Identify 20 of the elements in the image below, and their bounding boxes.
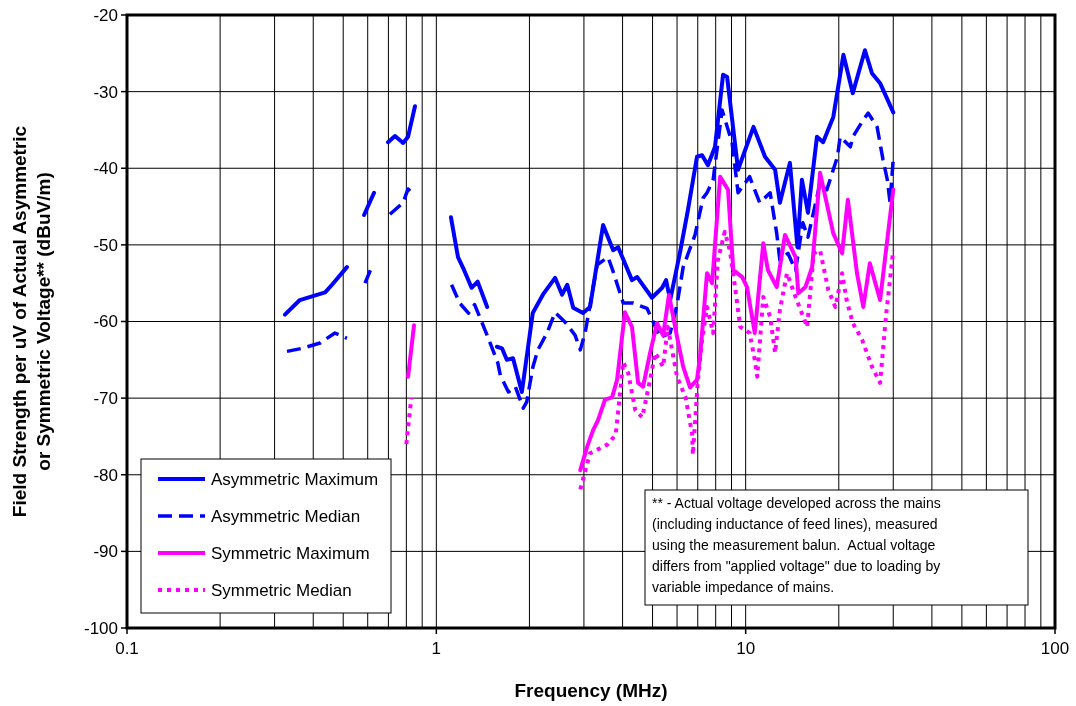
annotation: ** - Actual voltage developed across the mains (including inductance of feed lines), measured using the measurement balun. Actual voltage differs from "applied voltage" due to loading by variable impedance of mains.: [652, 495, 941, 595]
x-axis-title: Frequency (MHz): [514, 680, 668, 701]
y-tick-label: -50: [93, 235, 118, 255]
legend-label: Asymmetric Maximum: [211, 469, 379, 489]
y-axis-title: Field Strength per uV of Actual Asymmetric or Symmetric Voltage** (dBuV/m): [9, 125, 54, 518]
x-tick-label: 1: [431, 639, 442, 658]
y-tick-label: -30: [93, 82, 118, 102]
y-tick-label: -80: [93, 465, 118, 485]
legend-label: Symmetric Maximum: [211, 543, 370, 563]
y-tick-label: -100: [83, 618, 118, 638]
y-tick-label: -90: [93, 542, 118, 562]
y-tick-label: -60: [93, 312, 118, 332]
x-tick-label: 100: [1040, 639, 1070, 658]
legend-label: Asymmetric Median: [211, 506, 361, 526]
x-tick-label: 10: [736, 639, 756, 658]
x-tick-label: 0.1: [115, 639, 139, 658]
legend-label: Symmetric Median: [211, 580, 352, 600]
y-tick-label: -40: [93, 159, 118, 179]
y-tick-label: -70: [93, 389, 118, 409]
y-tick-label: -20: [93, 5, 118, 25]
